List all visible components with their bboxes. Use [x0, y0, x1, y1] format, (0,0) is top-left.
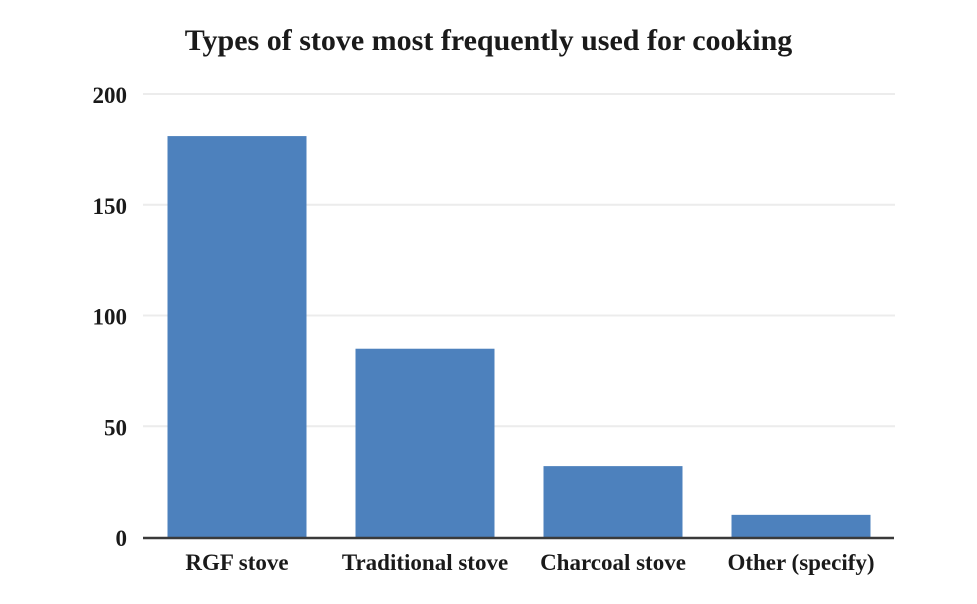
- x-category-label: Charcoal stove: [540, 550, 686, 575]
- x-category-label: RGF stove: [185, 550, 288, 575]
- y-tick-label: 0: [116, 526, 128, 551]
- y-tick-label: 150: [93, 194, 128, 219]
- x-category-label: Other (specify): [727, 550, 874, 575]
- bar-rgf-stove: [167, 136, 307, 537]
- bar-traditional-stove: [355, 348, 495, 537]
- bar-other-specify: [731, 514, 871, 537]
- bar-charcoal-stove: [543, 466, 683, 537]
- y-tick-label: 50: [104, 415, 127, 440]
- chart-title: Types of stove most frequently used for …: [184, 24, 793, 57]
- y-tick-label: 100: [93, 305, 128, 330]
- x-category-label: Traditional stove: [342, 550, 508, 575]
- y-tick-label: 200: [93, 83, 128, 108]
